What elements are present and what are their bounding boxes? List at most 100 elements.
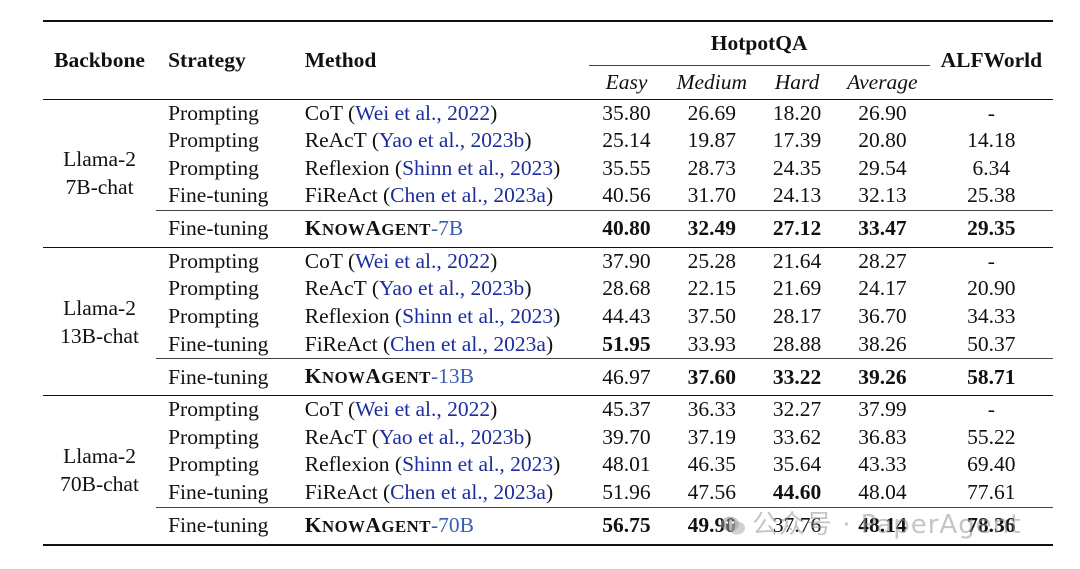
- method-name: Reflexion: [304, 155, 390, 180]
- alfworld-cell: 55.22: [967, 424, 1016, 449]
- method-name: FiReAct: [304, 480, 378, 505]
- value-cell: 48.01: [602, 452, 651, 477]
- citation-link[interactable]: Yao et al., 2023b: [378, 276, 525, 301]
- strategy-cell: Prompting: [168, 276, 259, 301]
- citation-link[interactable]: Shinn et al., 2023: [402, 155, 554, 180]
- knowagent-name: KNOWAGENT: [304, 215, 431, 240]
- citation-link[interactable]: Shinn et al., 2023: [402, 304, 554, 329]
- alfworld-cell: 6.34: [972, 155, 1011, 180]
- citation-link[interactable]: Wei et al., 2022: [355, 248, 491, 273]
- alfworld-cell: 69.40: [967, 452, 1016, 477]
- table-row: Llama-2 70B-chat Prompting CoT (Wei et al.,…: [43, 395, 1053, 545]
- value-cell: 21.64: [772, 248, 822, 273]
- alfworld-cell: 20.90: [967, 276, 1016, 301]
- table-row: Prompting ReAcT (Yao et al., 2023b) 39.70 3…: [43, 424, 1053, 452]
- value-cell: 32.49: [664, 209, 760, 248]
- value-cell: 48.04: [858, 480, 907, 505]
- strategy-cell: Prompting: [168, 304, 259, 329]
- value-cell: 33.62: [772, 424, 822, 449]
- backbone-line1: Llama-2: [63, 147, 136, 172]
- citation-link[interactable]: Yao et al., 2023b: [378, 424, 525, 449]
- value-cell: 22.15: [687, 276, 736, 301]
- value-cell: 18.20: [772, 100, 822, 125]
- header-backbone: Backbone: [43, 20, 157, 99]
- value-cell: 28.88: [772, 331, 822, 356]
- value-cell: 31.70: [687, 183, 736, 208]
- method-cell: ReAcT (Yao et al., 2023b): [304, 128, 532, 153]
- value-cell: 25.14: [602, 128, 651, 153]
- value-cell: 24.17: [858, 276, 907, 301]
- strategy-cell: Fine-tuning: [156, 506, 293, 545]
- knowagent-name: KNOWAGENT: [304, 364, 431, 389]
- method-name: CoT: [304, 248, 343, 273]
- strategy-cell: Prompting: [168, 100, 259, 125]
- header-easy: Easy: [605, 69, 648, 94]
- method-name: FiReAct: [304, 331, 378, 356]
- method-name: Reflexion: [304, 452, 390, 477]
- citation-link[interactable]: Wei et al., 2022: [355, 397, 491, 422]
- value-cell: 21.69: [772, 276, 822, 301]
- value-cell: 51.96: [602, 480, 651, 505]
- method-cell: KNOWAGENT-70B: [292, 506, 589, 545]
- value-cell: 46.97: [588, 358, 665, 396]
- alfworld-cell: -: [987, 100, 995, 125]
- citation-link[interactable]: Shinn et al., 2023: [402, 452, 554, 477]
- value-cell: 27.12: [759, 209, 836, 248]
- table-row: Llama-2 7B-chat Prompting CoT (Wei et al., …: [43, 98, 1053, 248]
- header-method: Method: [292, 20, 589, 99]
- value-cell: 28.68: [602, 276, 651, 301]
- value-cell: 33.22: [759, 358, 836, 396]
- method-cell: CoT (Wei et al., 2022): [304, 248, 498, 273]
- value-cell: 45.37: [602, 397, 651, 422]
- citation-link[interactable]: Yao et al., 2023b: [378, 128, 525, 153]
- value-cell: 26.69: [687, 100, 736, 125]
- method-cell: CoT (Wei et al., 2022): [304, 397, 498, 422]
- alfworld-cell: 25.38: [967, 183, 1016, 208]
- value-cell: 37.99: [858, 397, 907, 422]
- value-cell: 35.64: [772, 452, 822, 477]
- value-cell: 33.47: [835, 209, 930, 248]
- method-name: ReAcT: [304, 128, 367, 153]
- method-name: CoT: [304, 100, 343, 125]
- value-cell: 38.26: [858, 331, 907, 356]
- method-cell: Reflexion (Shinn et al., 2023): [304, 155, 561, 180]
- value-cell: 37.90: [602, 248, 651, 273]
- citation-link[interactable]: Chen et al., 2023a: [390, 331, 546, 356]
- method-cell: FiReAct (Chen et al., 2023a): [304, 183, 554, 208]
- alfworld-cell: -: [987, 397, 995, 422]
- value-cell: 39.26: [835, 358, 930, 396]
- knowagent-row: Fine-tuning KNOWAGENT-70B 56.75 49.90 37.76 4…: [43, 506, 1053, 545]
- value-cell: 17.39: [772, 128, 822, 153]
- method-cell: FiReAct (Chen et al., 2023a): [304, 331, 554, 356]
- method-cell: Reflexion (Shinn et al., 2023): [304, 452, 561, 477]
- alfworld-cell: 77.61: [967, 480, 1016, 505]
- header-alfworld: ALFWorld: [929, 20, 1053, 99]
- backbone-line2: 7B-chat: [65, 175, 134, 200]
- table-row: Prompting Reflexion (Shinn et al., 2023) 4…: [43, 303, 1053, 331]
- alfworld-cell: -: [987, 248, 995, 273]
- value-cell: 28.73: [687, 155, 736, 180]
- value-cell: 28.17: [772, 304, 822, 329]
- value-cell: 25.28: [687, 248, 736, 273]
- value-cell: 44.43: [602, 304, 651, 329]
- header-strategy: Strategy: [156, 20, 293, 99]
- citation-link[interactable]: Wei et al., 2022: [355, 100, 491, 125]
- value-cell: 46.35: [687, 452, 736, 477]
- backbone-line2: 13B-chat: [60, 323, 139, 348]
- strategy-cell: Prompting: [168, 155, 259, 180]
- method-name: Reflexion: [304, 304, 390, 329]
- table-row: Prompting ReAcT (Yao et al., 2023b) 28.68 2…: [43, 275, 1053, 303]
- strategy-cell: Fine-tuning: [156, 209, 293, 248]
- citation-link[interactable]: Chen et al., 2023a: [390, 480, 546, 505]
- citation-link[interactable]: Chen et al., 2023a: [390, 183, 546, 208]
- value-cell: 49.90: [664, 506, 760, 545]
- wechat-icon: [721, 516, 745, 534]
- method-cell: KNOWAGENT-7B: [292, 209, 589, 248]
- strategy-cell: Prompting: [168, 248, 259, 273]
- value-cell: 36.70: [858, 304, 907, 329]
- value-cell: 35.55: [602, 155, 651, 180]
- value-cell: 44.60: [772, 480, 822, 505]
- method-name: CoT: [304, 397, 343, 422]
- method-cell: ReAcT (Yao et al., 2023b): [304, 424, 532, 449]
- backbone-line1: Llama-2: [63, 295, 136, 320]
